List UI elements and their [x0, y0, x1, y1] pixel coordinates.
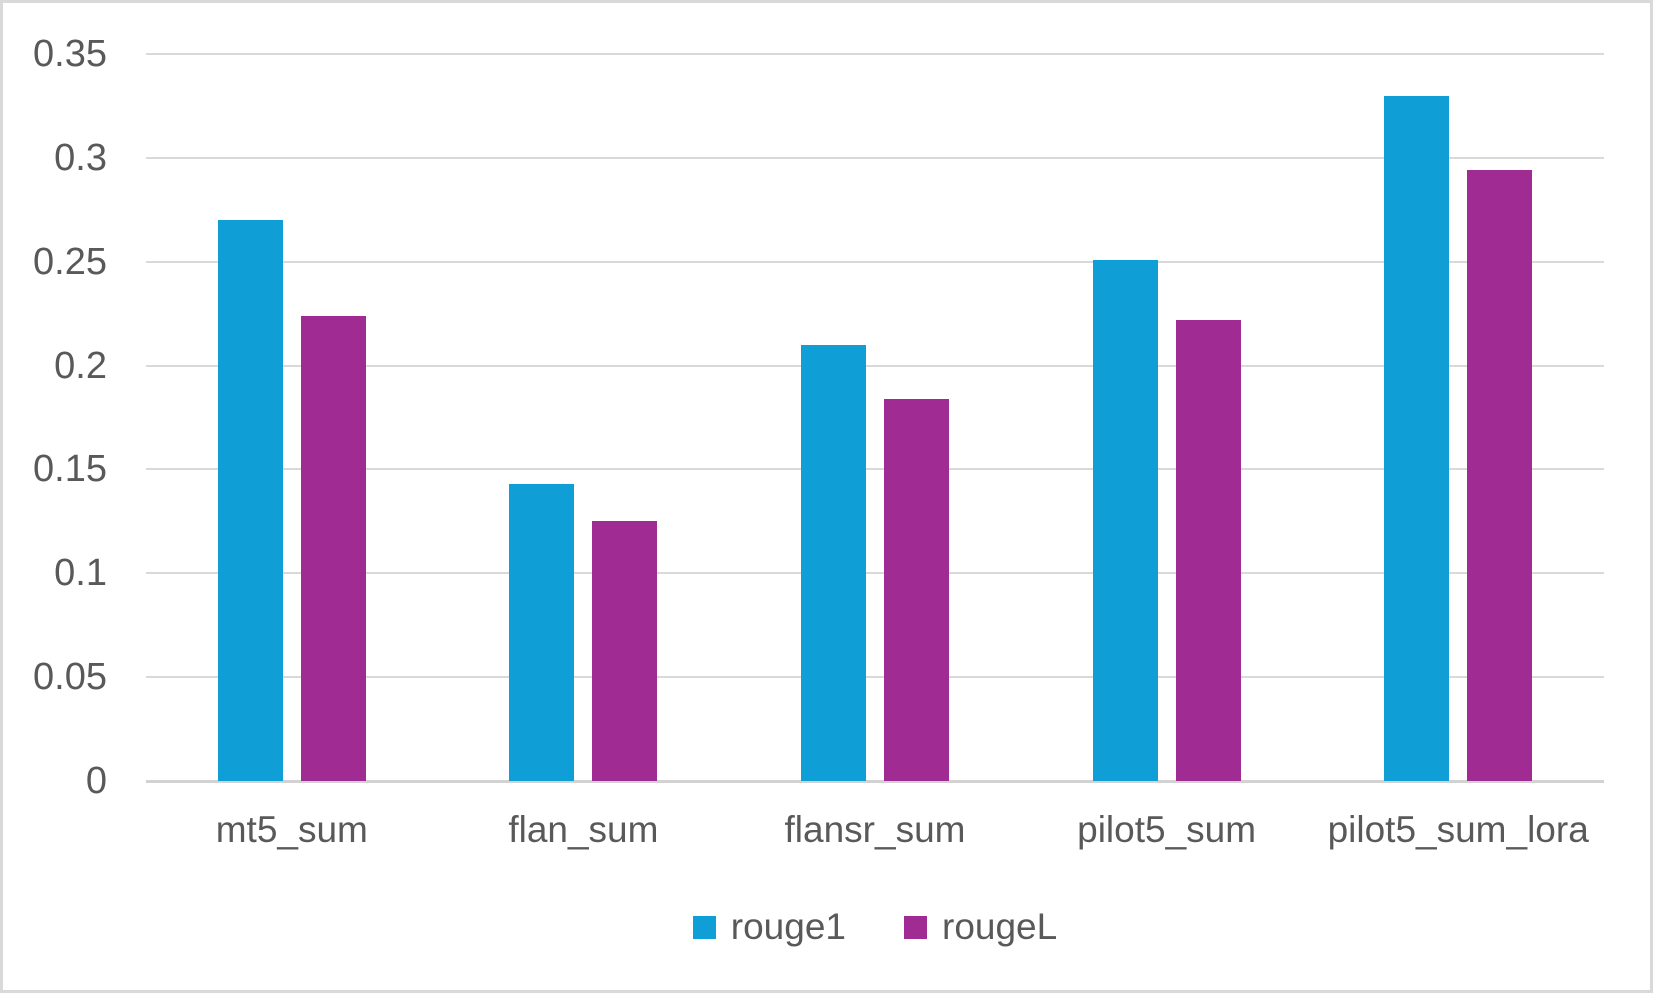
bar-rougeL-flan_sum — [592, 521, 658, 781]
bar-rouge1-flan_sum — [509, 483, 575, 781]
gridline — [146, 572, 1604, 575]
bar-rougeL-pilot5_sum — [1175, 319, 1241, 781]
legend-swatch-icon — [692, 915, 716, 939]
legend-item-rouge1: rouge1 — [692, 906, 846, 948]
x-category-label-pilot5_sum: pilot5_sum — [1077, 809, 1257, 850]
y-tick-label: 0 — [85, 760, 107, 802]
y-tick-label: 0.2 — [54, 344, 107, 387]
legend-label: rouge1 — [730, 906, 846, 947]
legend-swatch-icon — [904, 915, 927, 939]
bar-rougeL-pilot5_sum_lora — [1467, 170, 1533, 781]
gridline — [146, 260, 1604, 263]
gridline — [146, 364, 1604, 367]
bar-rougeL-mt5_sum — [300, 315, 366, 781]
bar-rouge1-flansr_sum — [801, 344, 866, 781]
y-tick-label: 0.3 — [54, 136, 107, 179]
gridline — [146, 468, 1604, 471]
bar-rouge1-pilot5_sum — [1092, 259, 1158, 781]
legend-label: rougeL — [942, 906, 1058, 947]
x-category-label-flan_sum: flan_sum — [508, 809, 659, 850]
y-tick-label: 0.25 — [33, 240, 107, 283]
gridline — [146, 53, 1604, 55]
y-tick-label: 0.1 — [54, 552, 107, 595]
legend: rouge1 rougeL — [146, 906, 1604, 948]
gridline — [146, 676, 1604, 679]
x-category-label-mt5_sum: mt5_sum — [215, 809, 368, 850]
y-tick-label: 0.05 — [33, 656, 107, 699]
x-axis-line — [146, 780, 1604, 783]
gridline — [146, 156, 1604, 159]
x-category-label-flansr_sum: flansr_sum — [784, 809, 966, 850]
y-tick-label: 0.15 — [33, 448, 107, 491]
bar-rouge1-mt5_sum — [217, 220, 283, 781]
bar-rouge1-pilot5_sum_lora — [1384, 95, 1450, 781]
x-category-label-pilot5_sum_lora: pilot5_sum_lora — [1327, 809, 1589, 850]
bar-rougeL-flansr_sum — [884, 398, 949, 781]
y-tick-label: 0.35 — [33, 33, 107, 75]
legend-item-rougeL: rougeL — [904, 906, 1057, 948]
